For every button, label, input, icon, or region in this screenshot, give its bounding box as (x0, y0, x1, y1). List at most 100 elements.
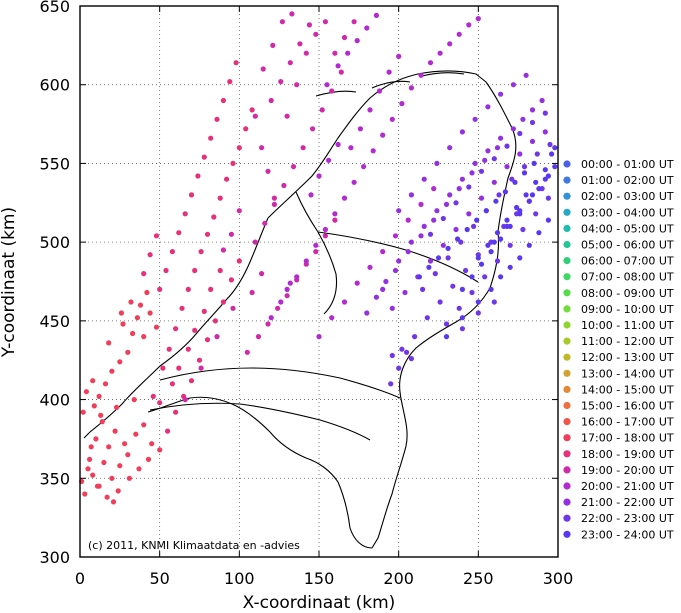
data-point (144, 289, 150, 296)
data-point (361, 164, 367, 170)
data-point (236, 208, 242, 214)
data-point (469, 289, 475, 296)
data-point (153, 233, 160, 239)
coastline (83, 217, 269, 439)
data-point (157, 286, 163, 292)
data-point (326, 157, 332, 163)
legend-label: 08:00 - 09:00 UT (581, 287, 674, 300)
data-point (236, 258, 242, 264)
legend-label: 18:00 - 19:00 UT (581, 448, 674, 461)
legend-label: 09:00 - 10:00 UT (581, 303, 674, 316)
data-point (249, 107, 255, 113)
data-point (134, 315, 140, 321)
data-point (224, 176, 230, 182)
data-point (389, 352, 395, 359)
data-point (284, 286, 290, 292)
legend-marker (563, 240, 571, 249)
data-point (306, 22, 312, 28)
data-point (303, 50, 309, 56)
data-point (244, 349, 250, 355)
data-point (230, 305, 236, 311)
data-point (91, 403, 97, 409)
legend-marker (563, 257, 571, 265)
data-point (431, 186, 437, 192)
data-point (259, 145, 265, 151)
data-point (459, 286, 465, 292)
data-point (313, 249, 319, 255)
data-point (482, 274, 488, 280)
data-point (310, 126, 316, 132)
data-point (472, 160, 478, 166)
data-point (402, 289, 408, 296)
x-tick-label: 300 (543, 569, 574, 588)
data-point (434, 160, 440, 166)
legend-label: 19:00 - 20:00 UT (581, 464, 674, 477)
data-point (252, 113, 258, 119)
data-point (329, 315, 335, 321)
legend-label: 23:00 - 24:00 UT (581, 528, 674, 541)
data-point (408, 356, 414, 362)
data-point (469, 274, 475, 280)
coastline-map (83, 70, 517, 549)
data-point (319, 107, 325, 113)
data-point (290, 164, 297, 170)
data-point (463, 267, 469, 274)
data-point (370, 148, 376, 154)
data-point (117, 359, 123, 365)
data-point (521, 164, 528, 170)
legend-label: 21:00 - 22:00 UT (581, 496, 674, 509)
data-point (118, 310, 124, 316)
data-point (440, 215, 446, 222)
data-point (106, 340, 112, 346)
data-point (265, 168, 271, 174)
data-point (182, 397, 188, 403)
data-point (357, 126, 363, 132)
data-point (98, 412, 104, 418)
data-point (485, 242, 491, 248)
data-point (316, 334, 322, 340)
data-point (498, 135, 504, 141)
legend-label: 20:00 - 21:00 UT (581, 480, 674, 493)
data-point (491, 179, 497, 185)
data-point (125, 452, 131, 458)
legend-label: 00:00 - 01:00 UT (581, 158, 674, 171)
data-point (412, 334, 418, 340)
data-point (160, 365, 166, 371)
data-point (201, 308, 207, 314)
data-point (418, 233, 424, 239)
data-point (459, 326, 465, 332)
data-point (478, 168, 485, 174)
data-point (289, 11, 295, 17)
data-point (396, 53, 402, 60)
data-point (271, 195, 277, 201)
legend-marker (563, 160, 571, 168)
legend-marker (563, 466, 571, 474)
data-point (474, 217, 480, 223)
data-point (502, 189, 508, 195)
data-point (338, 69, 344, 75)
data-point (300, 145, 306, 151)
x-tick-label: 0 (75, 569, 85, 588)
x-tick-label: 100 (224, 569, 255, 588)
data-point (130, 330, 136, 337)
data-point (279, 19, 285, 25)
data-point (345, 50, 351, 56)
data-point (542, 176, 548, 182)
data-point (173, 326, 179, 332)
data-point (517, 211, 523, 217)
data-point (227, 79, 233, 85)
data-point (521, 170, 528, 176)
data-point (201, 154, 207, 160)
data-point (443, 321, 450, 327)
data-point (408, 239, 414, 245)
data-point (294, 82, 300, 88)
legend-label: 22:00 - 23:00 UT (581, 512, 674, 525)
data-point (458, 239, 464, 245)
data-point (208, 135, 214, 141)
data-point (427, 231, 434, 237)
data-point (125, 349, 131, 355)
data-point (491, 239, 497, 245)
data-point (252, 239, 258, 245)
data-point (220, 299, 226, 305)
